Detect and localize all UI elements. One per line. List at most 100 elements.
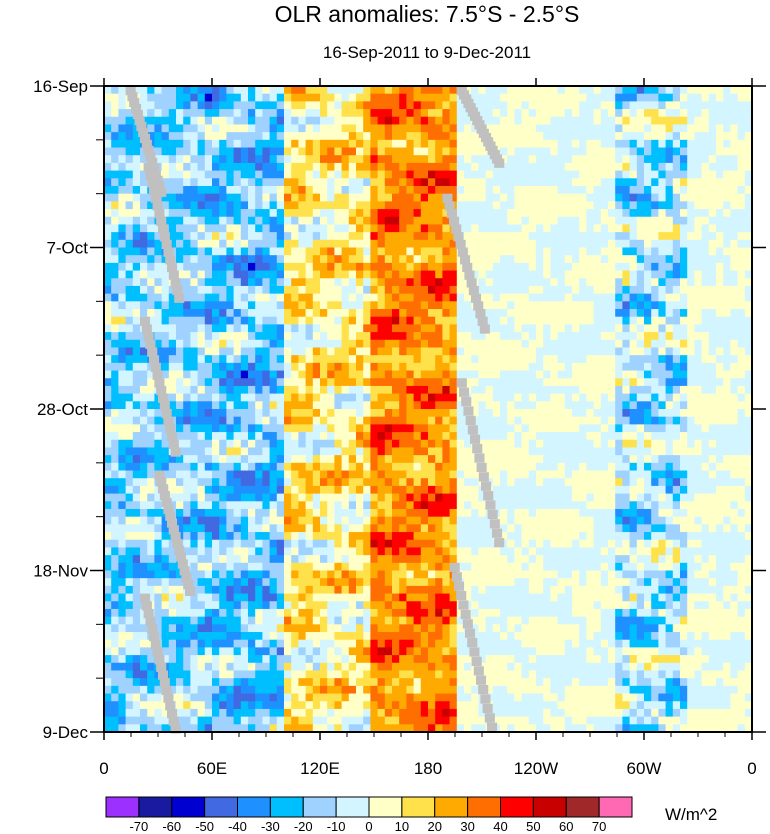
anomaly-cell	[413, 416, 422, 425]
anomaly-cell	[492, 485, 501, 495]
anomaly-cell	[723, 124, 731, 133]
anomaly-cell	[435, 424, 443, 433]
anomaly-cell	[708, 439, 717, 449]
anomaly-cell	[392, 401, 400, 410]
anomaly-cell	[701, 232, 710, 241]
anomaly-cell	[651, 501, 659, 510]
anomaly-cell	[586, 101, 595, 110]
anomaly-cell	[118, 309, 127, 318]
anomaly-cell	[672, 485, 681, 495]
anomaly-cell	[104, 293, 112, 302]
anomaly-cell	[298, 309, 307, 318]
anomaly-cell	[622, 501, 631, 510]
anomaly-cell	[291, 93, 299, 102]
anomaly-cell	[528, 293, 537, 302]
anomaly-cell	[464, 201, 472, 210]
anomaly-cell	[312, 162, 321, 172]
anomaly-cell	[269, 409, 278, 418]
anomaly-cell	[636, 285, 645, 295]
anomaly-cell	[219, 270, 227, 279]
anomaly-cell	[356, 162, 364, 172]
anomaly-cell	[514, 378, 523, 387]
anomaly-cell	[240, 401, 249, 410]
anomaly-cell	[600, 324, 609, 333]
anomaly-cell	[269, 224, 278, 233]
anomaly-cell	[543, 485, 551, 495]
anomaly-cell	[363, 155, 371, 164]
anomaly-cell	[363, 139, 371, 149]
anomaly-cell	[428, 93, 436, 102]
anomaly-cell	[118, 485, 127, 495]
anomaly-cell	[269, 147, 278, 156]
anomaly-cell	[636, 501, 645, 510]
anomaly-cell	[615, 209, 623, 218]
anomaly-cell	[118, 378, 127, 387]
anomaly-cell	[593, 301, 602, 310]
anomaly-cell	[377, 232, 386, 241]
anomaly-cell	[348, 416, 357, 425]
anomaly-cell	[348, 447, 357, 456]
anomaly-cell	[269, 501, 278, 510]
anomaly-cell	[672, 378, 681, 387]
anomaly-cell	[413, 301, 422, 310]
anomaly-cell	[312, 285, 321, 295]
anomaly-cell	[651, 270, 659, 279]
anomaly-cell	[435, 316, 443, 325]
anomaly-cell	[672, 224, 681, 233]
anomaly-cell	[392, 278, 400, 287]
anomaly-cell	[600, 116, 609, 126]
anomaly-cell	[435, 185, 443, 195]
anomaly-cell	[507, 132, 515, 141]
anomaly-cell	[276, 455, 285, 464]
anomaly-cell	[125, 478, 134, 487]
anomaly-cell	[312, 255, 321, 264]
anomaly-cell	[536, 209, 544, 218]
anomaly-cell	[471, 393, 479, 402]
anomaly-cell	[392, 462, 400, 472]
anomaly-cell	[363, 224, 371, 233]
anomaly-cell	[456, 147, 465, 156]
anomaly-cell	[658, 124, 667, 133]
anomaly-cell	[492, 439, 501, 449]
anomaly-cell	[233, 455, 242, 464]
anomaly-cell	[471, 201, 479, 210]
anomaly-cell	[716, 478, 724, 487]
anomaly-cell	[320, 485, 328, 495]
anomaly-cell	[593, 485, 602, 495]
anomaly-cell	[658, 139, 667, 149]
anomaly-cell	[255, 293, 263, 302]
anomaly-cell	[593, 409, 602, 418]
anomaly-cell	[701, 324, 710, 333]
anomaly-cell	[176, 355, 184, 364]
anomaly-cell	[212, 178, 220, 187]
anomaly-cell	[291, 478, 299, 487]
anomaly-cell	[500, 247, 508, 256]
anomaly-cell	[636, 224, 645, 233]
anomaly-cell	[564, 132, 573, 141]
anomaly-cell	[550, 193, 559, 202]
anomaly-cell	[665, 139, 674, 149]
anomaly-cell	[665, 147, 674, 156]
anomaly-cell	[320, 232, 328, 241]
anomaly-cell	[485, 462, 494, 472]
anomaly-cell	[507, 293, 515, 302]
anomaly-cell	[514, 262, 523, 272]
anomaly-cell	[312, 216, 321, 226]
anomaly-cell	[348, 324, 357, 333]
anomaly-cell	[600, 447, 609, 456]
anomaly-cell	[586, 409, 595, 418]
anomaly-cell	[550, 293, 559, 302]
anomaly-cell	[197, 316, 206, 325]
anomaly-cell	[687, 139, 695, 149]
anomaly-cell	[665, 347, 674, 356]
anomaly-cell	[168, 478, 177, 487]
anomaly-cell	[147, 393, 155, 402]
anomaly-cell	[269, 370, 278, 379]
anomaly-cell	[154, 278, 163, 287]
anomaly-cell	[701, 416, 710, 425]
anomaly-cell	[104, 324, 112, 333]
anomaly-cell	[111, 232, 119, 241]
anomaly-cell	[672, 385, 681, 395]
anomaly-cell	[262, 362, 271, 372]
anomaly-cell	[420, 124, 429, 133]
